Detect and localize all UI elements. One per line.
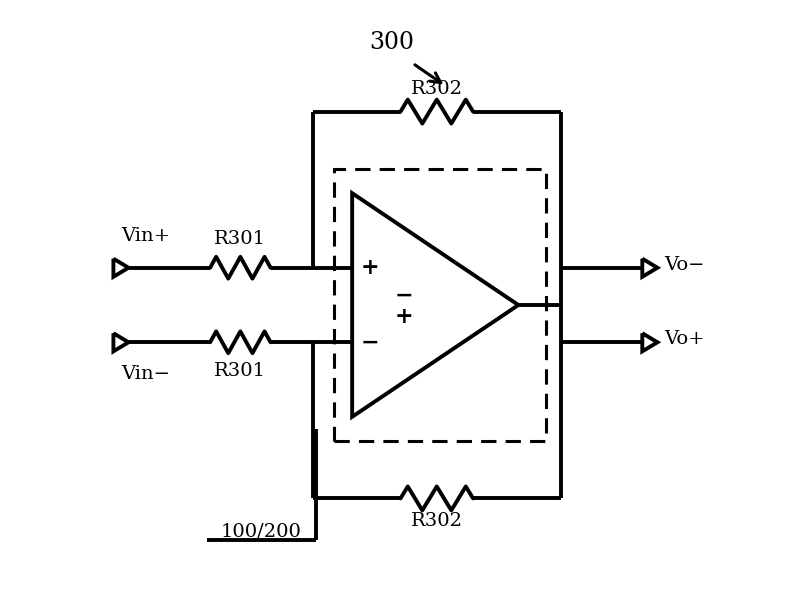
Text: R302: R302 (411, 81, 463, 98)
Text: 300: 300 (369, 30, 414, 54)
Text: Vo−: Vo− (665, 256, 705, 274)
Text: Vin−: Vin− (121, 365, 170, 383)
Text: R301: R301 (215, 362, 266, 379)
Text: 100/200: 100/200 (221, 523, 302, 540)
Text: Vo+: Vo+ (665, 330, 705, 348)
Text: Vin+: Vin+ (121, 227, 170, 245)
Text: +: + (394, 306, 413, 328)
Text: +: + (361, 257, 380, 279)
Text: −: − (394, 285, 413, 307)
Text: R302: R302 (411, 512, 463, 529)
Text: R301: R301 (215, 231, 266, 248)
Text: −: − (361, 331, 380, 353)
